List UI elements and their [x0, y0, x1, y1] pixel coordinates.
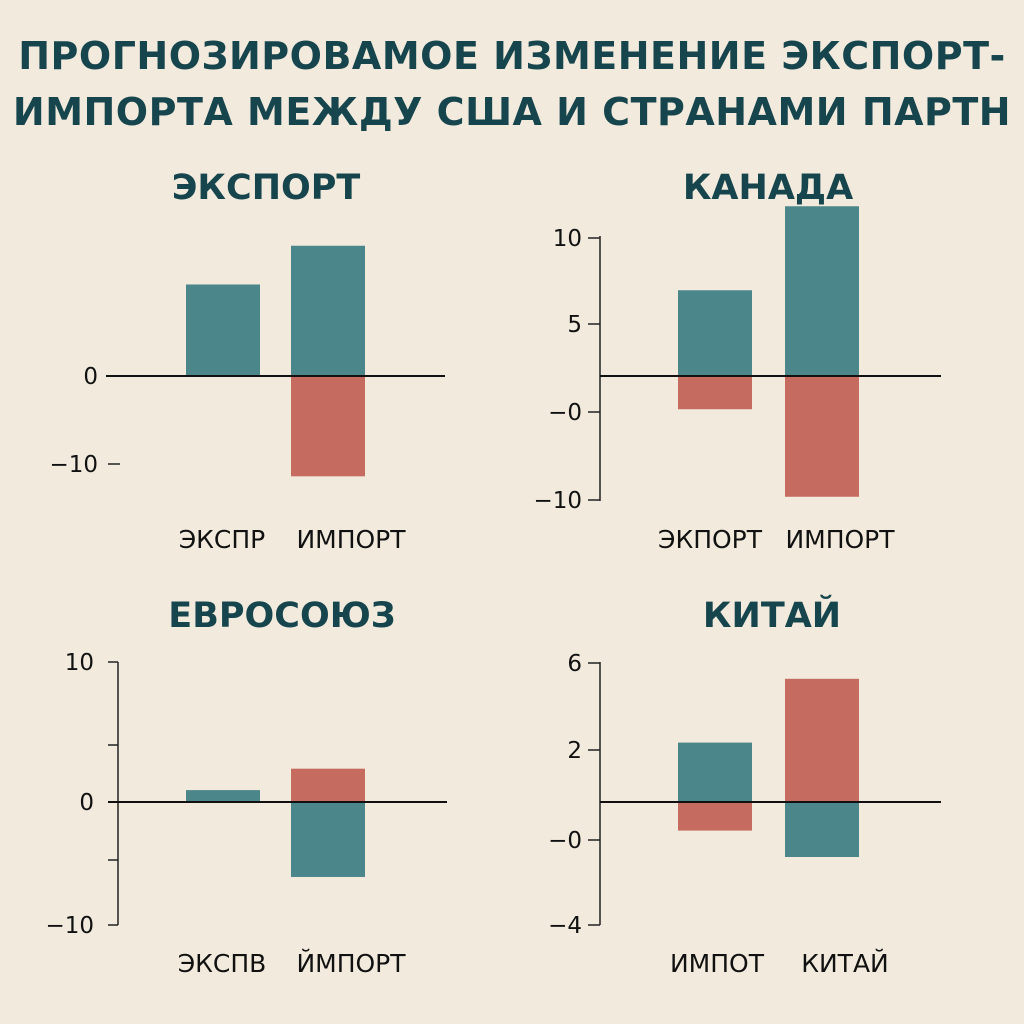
category-label-2-0: ЭКСПВ — [178, 949, 267, 978]
category-label-0-0: ЭКСПР — [179, 525, 266, 554]
bar-3-3 — [785, 802, 859, 857]
category-label-0-1: ИМПОРТ — [296, 525, 406, 554]
category-label-2-1: ЙМПОРТ — [296, 949, 406, 978]
bar-3-0 — [678, 742, 752, 802]
bar-1-0 — [678, 290, 752, 376]
y-tick-label-3-0: 6 — [567, 651, 582, 677]
y-tick-label-2-0: 10 — [65, 650, 94, 676]
bar-3-1 — [678, 802, 752, 831]
bar-2-0 — [186, 790, 260, 802]
y-tick-label-1-3: −10 — [533, 488, 582, 514]
category-label-3-0: ИМПОТ — [670, 949, 765, 978]
bar-0-0 — [186, 284, 260, 376]
category-label-1-0: ЭКПОРТ — [658, 525, 763, 554]
bar-3-2 — [785, 678, 859, 802]
y-tick-label-0-0: 0 — [83, 364, 98, 390]
y-tick-label-1-0: 10 — [553, 226, 582, 252]
panel-title-canada: КАНАДА — [682, 168, 854, 208]
bar-1-2 — [785, 206, 859, 376]
y-tick-label-3-2: −0 — [548, 828, 582, 854]
chart-panel-3: 6 2 −0 −4 ИМПОТ КИТАЙ — [548, 651, 941, 978]
y-tick-label-1-2: −0 — [548, 400, 582, 426]
y-tick-label-3-3: −4 — [548, 913, 582, 939]
y-tick-label-0-1: −10 — [49, 452, 98, 478]
y-tick-label-2-4: −10 — [45, 913, 94, 939]
panel-title-china: КИТАЙ — [702, 596, 842, 636]
y-tick-label-3-1: 2 — [567, 738, 582, 764]
bar-1-1 — [678, 376, 752, 410]
panel-title-eu: ЕВРОСОЮЗ — [168, 596, 396, 636]
bar-0-2 — [291, 376, 365, 477]
bar-1-3 — [785, 376, 859, 497]
category-label-1-1: ИМПОРТ — [785, 525, 895, 554]
main-title-line-1: ПРОГНОЗИРОВАМОЕ ИЗМЕНЕНИЕ ЭКСПОРТ- — [18, 34, 1006, 78]
bar-0-1 — [291, 245, 365, 376]
category-label-3-1: КИТАЙ — [801, 949, 889, 978]
y-tick-label-2-2: 0 — [79, 790, 94, 816]
bar-2-2 — [291, 802, 365, 877]
main-title-line-2: ИМПОРТА МЕЖДУ США И СТРАНАМИ ПАРТН — [12, 90, 1012, 134]
chart-panel-2: 10 0 −10 ЭКСПВ ЙМПОРТ — [45, 650, 447, 978]
main-title: ПРОГНОЗИРОВАМОЕ ИЗМЕНЕНИЕ ЭКСПОРТ- ИМПОР… — [0, 28, 1024, 140]
bar-2-1 — [291, 768, 365, 802]
panel-title-export: ЭКСПОРТ — [171, 168, 361, 208]
chart-panel-1: 10 5 −0 −10 ЭКПОРТ ИМПОРТ — [533, 206, 941, 554]
y-tick-label-1-1: 5 — [567, 312, 582, 338]
chart-panel-0: 0 −10 ЭКСПР ИМПОРТ — [49, 245, 445, 554]
